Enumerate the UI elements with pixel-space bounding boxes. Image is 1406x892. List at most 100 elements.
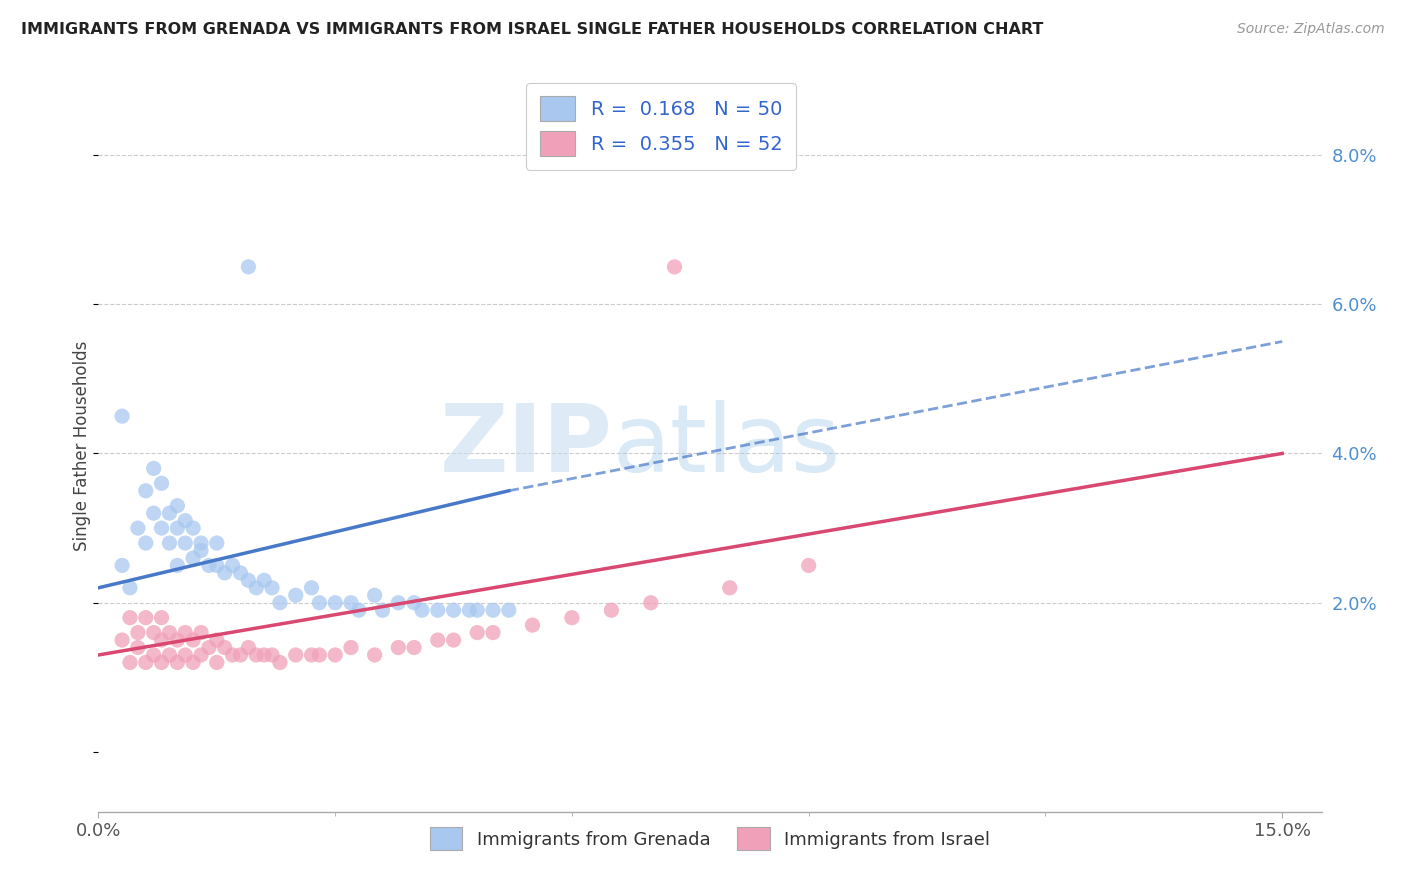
Point — [522, 618, 544, 632]
Point — [426, 633, 449, 648]
Point — [142, 648, 165, 662]
Point — [323, 596, 346, 610]
Y-axis label: Single Father Households: Single Father Households — [73, 341, 91, 551]
Point — [426, 603, 449, 617]
Point — [159, 536, 181, 550]
Point — [135, 610, 157, 624]
Point — [253, 574, 276, 588]
Point — [135, 656, 157, 670]
Point — [221, 558, 243, 573]
Point — [640, 596, 662, 610]
Point — [340, 640, 363, 655]
Point — [190, 625, 212, 640]
Text: ZIP: ZIP — [439, 400, 612, 492]
Point — [363, 648, 385, 662]
Point — [181, 656, 204, 670]
Point — [308, 596, 330, 610]
Point — [229, 566, 252, 580]
Point — [718, 581, 741, 595]
Point — [150, 476, 173, 491]
Point — [371, 603, 394, 617]
Point — [260, 648, 283, 662]
Point — [118, 581, 141, 595]
Point — [269, 656, 291, 670]
Point — [482, 625, 505, 640]
Text: IMMIGRANTS FROM GRENADA VS IMMIGRANTS FROM ISRAEL SINGLE FATHER HOUSEHOLDS CORRE: IMMIGRANTS FROM GRENADA VS IMMIGRANTS FR… — [21, 22, 1043, 37]
Point — [600, 603, 623, 617]
Point — [190, 648, 212, 662]
Point — [245, 581, 267, 595]
Point — [205, 633, 228, 648]
Point — [111, 558, 134, 573]
Point — [127, 521, 149, 535]
Point — [498, 603, 520, 617]
Point — [142, 625, 165, 640]
Point — [238, 640, 260, 655]
Point — [181, 633, 204, 648]
Point — [301, 648, 323, 662]
Point — [142, 506, 165, 520]
Point — [404, 640, 426, 655]
Point — [214, 566, 236, 580]
Point — [127, 640, 149, 655]
Point — [150, 633, 173, 648]
Point — [135, 536, 157, 550]
Point — [260, 581, 283, 595]
Point — [205, 536, 228, 550]
Point — [111, 633, 134, 648]
Point — [221, 648, 243, 662]
Point — [465, 625, 488, 640]
Point — [443, 603, 465, 617]
Point — [269, 596, 291, 610]
Point — [166, 521, 188, 535]
Legend: Immigrants from Grenada, Immigrants from Israel: Immigrants from Grenada, Immigrants from… — [423, 820, 997, 857]
Point — [458, 603, 481, 617]
Point — [166, 558, 188, 573]
Point — [159, 506, 181, 520]
Point — [284, 648, 307, 662]
Point — [181, 551, 204, 566]
Point — [174, 648, 197, 662]
Point — [166, 499, 188, 513]
Point — [166, 656, 188, 670]
Point — [190, 543, 212, 558]
Point — [797, 558, 820, 573]
Point — [118, 656, 141, 670]
Point — [174, 514, 197, 528]
Point — [404, 596, 426, 610]
Point — [205, 558, 228, 573]
Point — [198, 558, 221, 573]
Point — [347, 603, 370, 617]
Point — [301, 581, 323, 595]
Text: Source: ZipAtlas.com: Source: ZipAtlas.com — [1237, 22, 1385, 37]
Point — [238, 260, 260, 274]
Point — [205, 656, 228, 670]
Point — [159, 625, 181, 640]
Point — [198, 640, 221, 655]
Point — [142, 461, 165, 475]
Point — [387, 640, 409, 655]
Point — [118, 610, 141, 624]
Point — [482, 603, 505, 617]
Point — [340, 596, 363, 610]
Point — [465, 603, 488, 617]
Point — [135, 483, 157, 498]
Point — [181, 521, 204, 535]
Point — [111, 409, 134, 424]
Point — [150, 610, 173, 624]
Point — [245, 648, 267, 662]
Point — [127, 625, 149, 640]
Point — [664, 260, 686, 274]
Point — [253, 648, 276, 662]
Point — [238, 574, 260, 588]
Point — [150, 521, 173, 535]
Point — [323, 648, 346, 662]
Point — [387, 596, 409, 610]
Point — [308, 648, 330, 662]
Point — [166, 633, 188, 648]
Point — [284, 588, 307, 602]
Point — [159, 648, 181, 662]
Point — [150, 656, 173, 670]
Point — [190, 536, 212, 550]
Point — [443, 633, 465, 648]
